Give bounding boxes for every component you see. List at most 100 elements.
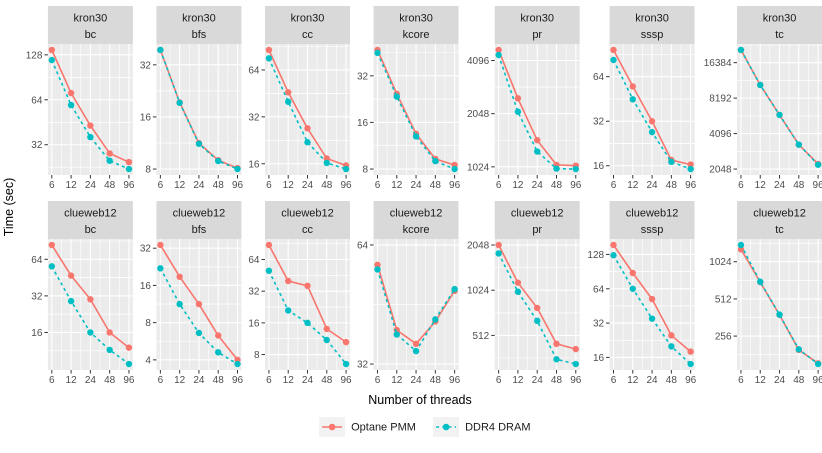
data-point [125,344,133,351]
data-point [737,241,745,249]
x-tick-label: 24 [193,180,205,191]
x-tick-label: 6 [611,375,617,386]
facet-strip [156,6,242,44]
facet-clueweb12-pr: 2048 1024 512 6 12 24 48 96 clueweb12 pr [467,201,582,386]
series-line-ddr4-dram [612,254,692,365]
facet-strip [265,201,350,239]
facet-strip [265,6,350,44]
x-tick-label: 24 [647,180,659,191]
data-point [534,136,541,144]
facet-clueweb12-tc: 1024 512 256 6 12 24 48 96 clueweb12 tc [709,201,822,386]
data-point [572,165,579,173]
x-tick-label: 12 [512,375,524,386]
data-point [795,141,803,148]
x-tick-label: 96 [341,180,353,191]
data-point [514,95,522,102]
x-tick-label: 48 [793,180,805,191]
data-point [67,89,75,97]
data-point [285,307,292,314]
x-tick-label: 48 [793,375,805,386]
x-tick-label: 12 [627,180,639,191]
y-tick-label: 16 [248,159,260,170]
data-point [514,288,522,295]
x-tick-label: 24 [532,180,544,191]
y-tick-label: 256 [715,332,732,343]
data-point [553,340,560,348]
data-point [215,157,222,165]
data-point [125,360,133,368]
facet-strip-dataset-label: kron30 [291,13,325,25]
data-point [265,46,273,54]
y-tick-label: 2048 [709,165,732,176]
x-tick-label: 24 [410,180,422,191]
x-tick-label: 24 [774,375,786,386]
x-tick-label: 6 [496,180,502,191]
x-tick-label: 12 [66,180,78,191]
data-point [285,89,292,96]
data-point [737,246,745,253]
x-tick-label: 6 [158,375,164,386]
facet-strip [494,6,580,44]
x-tick-label: 24 [774,180,786,191]
facet-strip-dataset-label: kron30 [520,13,554,25]
data-point [176,273,183,280]
data-point [412,340,420,348]
data-point [451,285,458,293]
x-tick-label: 12 [627,375,639,386]
data-point [534,148,541,155]
data-point [106,346,113,354]
y-tick-label: 32 [31,140,43,151]
facet-strip-dataset-label: clueweb12 [511,208,564,220]
data-point [323,325,330,333]
data-point [412,347,420,355]
data-point [451,165,458,173]
data-point [629,269,636,277]
x-tick-label: 12 [283,180,295,191]
data-point [648,128,656,136]
data-point [495,51,502,59]
x-tick-label: 96 [570,375,582,386]
data-point [432,157,439,165]
x-tick-label: 24 [302,180,314,191]
data-point [157,241,164,249]
series-line-ddr4-dram [268,57,347,170]
data-point [374,49,381,57]
data-point [323,155,330,162]
facet-clueweb12-cc: 64 32 16 8 6 12 24 48 96 clueweb12 cc [248,201,352,386]
x-tick-label: 48 [104,180,116,191]
y-tick-label: 2048 [467,241,490,252]
x-tick-label: 24 [410,375,422,386]
legend-item-ddr4-dram: DDR4 DRAM [433,417,531,437]
x-tick-label: 96 [449,375,461,386]
x-tick-label: 6 [375,375,381,386]
data-point [757,81,764,89]
facet-strip-algorithm-label: pr [532,224,542,236]
legend-label: DDR4 DRAM [465,422,530,434]
data-point [234,165,241,173]
x-axis-title: Number of threads [368,393,472,407]
x-tick-label: 96 [685,375,697,386]
data-point [67,297,75,305]
x-tick-label: 6 [158,180,164,191]
data-point [48,56,56,64]
x-tick-label: 48 [321,375,333,386]
facet-strip-algorithm-label: sssp [641,224,664,236]
data-point [495,46,502,54]
facet-strip-algorithm-label: cc [302,29,314,41]
y-tick-label: 128 [26,50,43,61]
y-tick-label: 4 [145,355,151,366]
facet-strip-algorithm-label: bfs [192,224,207,236]
facet-strip-dataset-label: clueweb12 [390,208,443,220]
data-point [87,329,94,336]
x-tick-label: 24 [302,375,314,386]
series-line-ddr4-dram [740,244,819,365]
y-tick-label: 16384 [704,58,732,69]
data-point [668,343,675,350]
data-point [87,122,94,129]
x-tick-label: 48 [104,375,116,386]
data-point [668,332,675,339]
data-point [67,101,75,109]
data-point [323,336,330,344]
